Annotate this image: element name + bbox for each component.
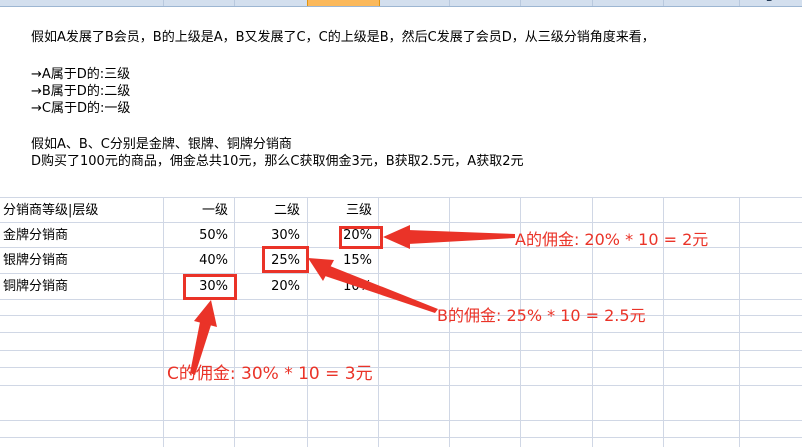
- column-header-separator: [592, 0, 593, 6]
- cell-gold-l3[interactable]: 20%: [343, 228, 372, 243]
- intro-line-2[interactable]: 假如A、B、C分别是金牌、银牌、铜牌分销商: [31, 137, 292, 152]
- intro-bullet-b[interactable]: →B属于D的:二级: [31, 84, 131, 99]
- cell-bronze-l2[interactable]: 20%: [271, 279, 300, 294]
- cell-header-label[interactable]: 分销商等级|层级: [3, 203, 99, 218]
- annotation-text-a: A的佣金: 20% * 10 = 2元: [515, 230, 709, 249]
- highlight-box-25pct: [262, 246, 309, 273]
- column-header-strip[interactable]: B: [0, 0, 802, 7]
- cell-silver-l1[interactable]: 40%: [199, 253, 228, 268]
- column-header-separator: [739, 0, 740, 6]
- cell-bronze-label[interactable]: 铜牌分销商: [3, 279, 69, 294]
- cell-silver-l3[interactable]: 15%: [343, 253, 372, 268]
- highlight-box-30pct: [183, 274, 237, 300]
- cell-gold-l2[interactable]: 30%: [271, 228, 300, 243]
- highlight-box-20pct: [339, 226, 383, 249]
- intro-line-3[interactable]: D购买了100元的商品，佣金总共10元，那么C获取佣金3元，B获取2.5元，A获…: [31, 154, 524, 169]
- selected-column-header[interactable]: [307, 0, 380, 6]
- column-header-separator: [663, 0, 664, 6]
- cell-silver-l2[interactable]: 25%: [271, 253, 300, 268]
- arrow-c-head: [194, 300, 217, 327]
- intro-line-1[interactable]: 假如A发展了B会员，B的上级是A，B又发展了C，C的上级是B，然后C发展了会员D…: [31, 30, 655, 45]
- intro-bullet-a[interactable]: →A属于D的:三级: [31, 67, 131, 82]
- cell-bronze-l1[interactable]: 30%: [199, 279, 228, 294]
- column-header-separator: [449, 0, 450, 6]
- column-header-separator: [163, 0, 164, 6]
- arrow-a-body: [408, 230, 515, 244]
- cell-header-level3[interactable]: 三级: [345, 203, 372, 218]
- annotation-text-c: C的佣金: 30% * 10 = 3元: [167, 364, 373, 384]
- cell-header-level2[interactable]: 二级: [273, 203, 300, 218]
- column-header-letter: B: [766, 0, 773, 4]
- arrow-a-head: [383, 225, 410, 249]
- cell-header-level1[interactable]: 一级: [201, 203, 228, 218]
- cell-bronze-l3[interactable]: 10%: [343, 279, 372, 294]
- cell-gold-l1[interactable]: 50%: [199, 228, 228, 243]
- cell-silver-label[interactable]: 银牌分销商: [3, 253, 69, 268]
- intro-bullet-c[interactable]: →C属于D的:一级: [31, 101, 131, 116]
- cell-gold-label[interactable]: 金牌分销商: [3, 228, 69, 243]
- annotation-text-b: B的佣金: 25% * 10 = 2.5元: [437, 306, 646, 325]
- column-header-separator: [520, 0, 521, 6]
- column-header-separator: [234, 0, 235, 6]
